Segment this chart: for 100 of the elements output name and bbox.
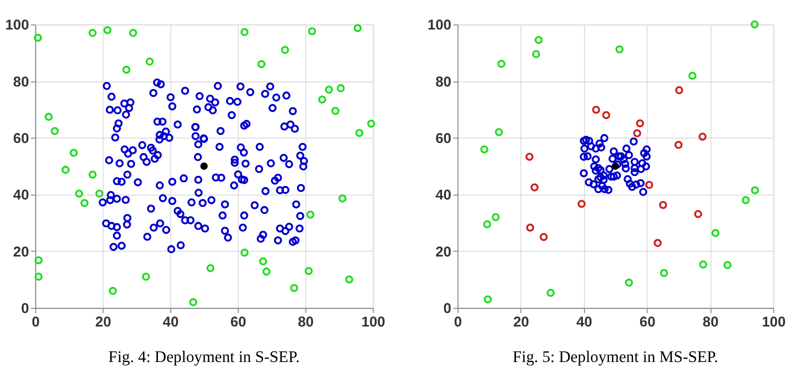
- y-tick-label: 0: [21, 301, 30, 318]
- point: [723, 261, 732, 270]
- x-tick-label: 80: [702, 314, 719, 330]
- point: [608, 154, 617, 163]
- point: [632, 180, 640, 189]
- point: [633, 129, 642, 138]
- point: [630, 168, 639, 176]
- y-tick-label: 60: [13, 131, 30, 148]
- point: [592, 144, 600, 153]
- point: [688, 72, 696, 80]
- y-tick-label: 100: [5, 18, 30, 34]
- point: [336, 84, 345, 92]
- point: [62, 166, 70, 174]
- point: [262, 268, 271, 276]
- point: [592, 155, 600, 164]
- point: [546, 288, 555, 297]
- point: [642, 145, 651, 154]
- point: [206, 264, 214, 272]
- point: [711, 229, 720, 238]
- point: [34, 256, 43, 264]
- point: [345, 276, 354, 284]
- point: [580, 144, 588, 153]
- y-tick-label: 40: [13, 188, 30, 204]
- point: [750, 20, 759, 28]
- point: [750, 186, 759, 194]
- point: [602, 111, 610, 120]
- point: [612, 171, 621, 180]
- point: [257, 60, 266, 68]
- point: [526, 224, 534, 232]
- point: [129, 28, 138, 37]
- x-tick-label: 40: [576, 314, 592, 330]
- point: [674, 140, 683, 149]
- point: [70, 148, 78, 157]
- point: [597, 143, 606, 152]
- point: [642, 152, 651, 161]
- point: [590, 180, 598, 188]
- text: Fig. 5: Deployment in MS-SEP.: [512, 349, 718, 366]
- y-tick-label: 20: [13, 244, 30, 260]
- point: [622, 144, 630, 153]
- point: [660, 268, 668, 278]
- y-tick-label: 80: [435, 74, 452, 90]
- point: [640, 149, 648, 158]
- point: [607, 172, 616, 181]
- point: [483, 220, 492, 228]
- point: [34, 34, 42, 42]
- point: [624, 151, 633, 160]
- point: [659, 200, 668, 210]
- point: [654, 238, 662, 247]
- y-tick-label: 40: [435, 188, 452, 204]
- point: [108, 286, 117, 295]
- point: [630, 158, 639, 166]
- point: [540, 232, 548, 242]
- point: [622, 164, 630, 172]
- point: [367, 120, 376, 128]
- y-tick-label: 0: [443, 301, 452, 318]
- point: [675, 86, 684, 94]
- point: [484, 295, 492, 304]
- point: [494, 128, 503, 136]
- x-tick-label: 80: [298, 314, 314, 330]
- point: [281, 46, 290, 54]
- point: [642, 162, 650, 170]
- point: [598, 182, 606, 190]
- point: [355, 128, 364, 138]
- y-tick-label: 60: [435, 131, 452, 148]
- point: [240, 248, 249, 257]
- point: [604, 186, 612, 194]
- x-tick-label: 60: [230, 314, 246, 330]
- x-tick-label: 40: [162, 314, 179, 330]
- point: [331, 106, 340, 115]
- point: [584, 152, 592, 160]
- point: [34, 272, 43, 281]
- x-tick-label: 0: [454, 314, 462, 330]
- y-tick-label: 100: [428, 18, 452, 34]
- point: [584, 178, 593, 186]
- point: [742, 196, 750, 204]
- point: [534, 36, 543, 44]
- point: [88, 28, 97, 37]
- point: [44, 112, 53, 121]
- point: [580, 152, 588, 161]
- point: [645, 180, 654, 189]
- x-tick-label: 0: [32, 314, 40, 330]
- point: [600, 134, 608, 142]
- point: [146, 58, 154, 66]
- point: [290, 284, 298, 292]
- point: [142, 272, 150, 281]
- point: [582, 136, 590, 144]
- point: [95, 190, 104, 198]
- point: [605, 164, 614, 174]
- point: [122, 66, 130, 74]
- point: [624, 175, 632, 184]
- point: [259, 257, 268, 266]
- point: [306, 210, 314, 219]
- x-tick-label: 20: [95, 314, 112, 330]
- point: [590, 162, 598, 170]
- point: [530, 183, 539, 192]
- point: [699, 260, 708, 269]
- point: [636, 119, 644, 128]
- point: [626, 180, 634, 188]
- y-tick-label: 20: [435, 244, 452, 260]
- point: [532, 50, 540, 58]
